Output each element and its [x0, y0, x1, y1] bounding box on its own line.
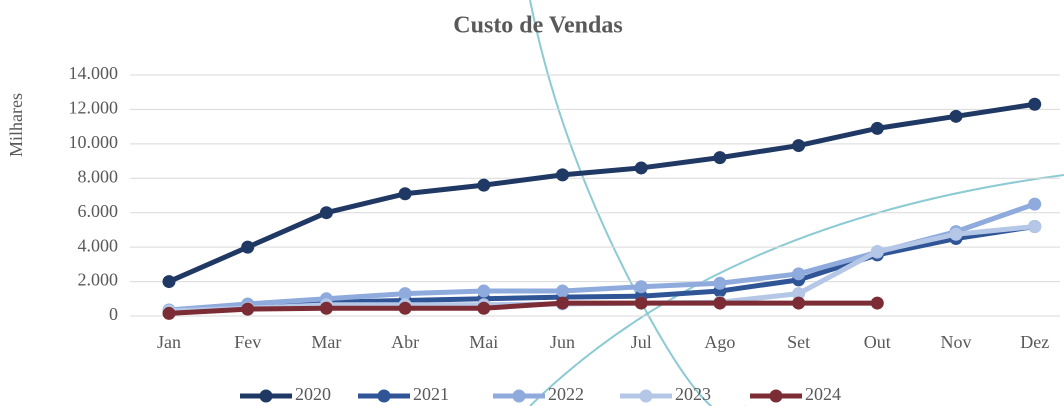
legend-marker: [377, 389, 391, 403]
x-tick-label: Fev: [234, 332, 261, 352]
x-tick-label: Ago: [704, 332, 735, 352]
legend-marker: [259, 389, 273, 403]
data-point: [634, 296, 648, 310]
data-point: [1028, 219, 1042, 233]
legend-marker: [639, 389, 653, 403]
data-point: [870, 296, 884, 310]
legend-label: 2024: [805, 384, 841, 404]
x-tick-label: Jun: [550, 332, 575, 352]
data-point: [634, 280, 648, 294]
y-tick-label: 4.000: [78, 235, 119, 255]
data-point: [398, 301, 412, 315]
data-point: [556, 296, 569, 310]
data-point: [713, 296, 727, 310]
data-point: [1028, 97, 1042, 111]
legend-marker: [769, 389, 783, 403]
data-point: [477, 178, 491, 192]
data-point: [792, 296, 806, 310]
data-point: [556, 284, 569, 298]
data-point: [870, 244, 884, 258]
legend-label: 2022: [548, 384, 584, 404]
grid: [130, 74, 1060, 317]
data-point: [398, 187, 412, 201]
legend-label: 2023: [675, 384, 711, 404]
data-point: [398, 287, 412, 301]
x-tick-label: Out: [864, 332, 891, 352]
y-tick-label: 10.000: [69, 132, 119, 152]
x-tick-label: Set: [787, 332, 810, 352]
y-tick-label: 12.000: [69, 98, 119, 118]
data-point: [792, 287, 806, 301]
data-point: [949, 227, 963, 241]
decoration-curve: [529, 0, 745, 406]
x-tick-label: Abr: [391, 332, 419, 352]
series-line: [168, 224, 1036, 314]
decoration-curve: [529, 174, 1064, 406]
y-axis-label: Milhares: [6, 93, 26, 157]
legend-label: 2021: [413, 384, 449, 404]
x-tick-label: Mai: [469, 332, 498, 352]
data-point: [870, 121, 884, 135]
data-point: [713, 276, 727, 290]
data-point: [477, 284, 491, 298]
data-point: [792, 267, 806, 281]
series-line: [168, 300, 878, 316]
y-tick-label: 0: [109, 304, 118, 324]
data-point: [162, 306, 176, 320]
x-tick-label: Jan: [157, 332, 181, 352]
y-tick-label: 8.000: [78, 166, 119, 186]
data-point: [1028, 197, 1042, 211]
legend-marker: [512, 389, 526, 403]
data-point: [634, 161, 648, 175]
data-point: [319, 301, 333, 315]
y-tick-label: 14.000: [69, 63, 119, 83]
data-point: [949, 109, 963, 123]
y-tick-label: 2.000: [78, 270, 119, 290]
data-point: [477, 301, 491, 315]
x-tick-label: Mar: [311, 332, 341, 352]
x-tick-label: Dez: [1020, 332, 1049, 352]
x-tick-label: Jul: [631, 332, 652, 352]
data-point: [792, 139, 806, 153]
data-point: [556, 168, 569, 182]
legend-label: 2020: [295, 384, 331, 404]
data-point: [162, 275, 176, 289]
data-point: [241, 302, 255, 316]
series-line: [167, 101, 1036, 284]
data-point: [241, 240, 255, 254]
data-point: [319, 206, 333, 220]
data-point: [713, 151, 727, 165]
chart-title: Custo de Vendas: [453, 13, 622, 39]
y-tick-label: 6.000: [78, 201, 119, 221]
x-tick-label: Nov: [941, 332, 972, 352]
